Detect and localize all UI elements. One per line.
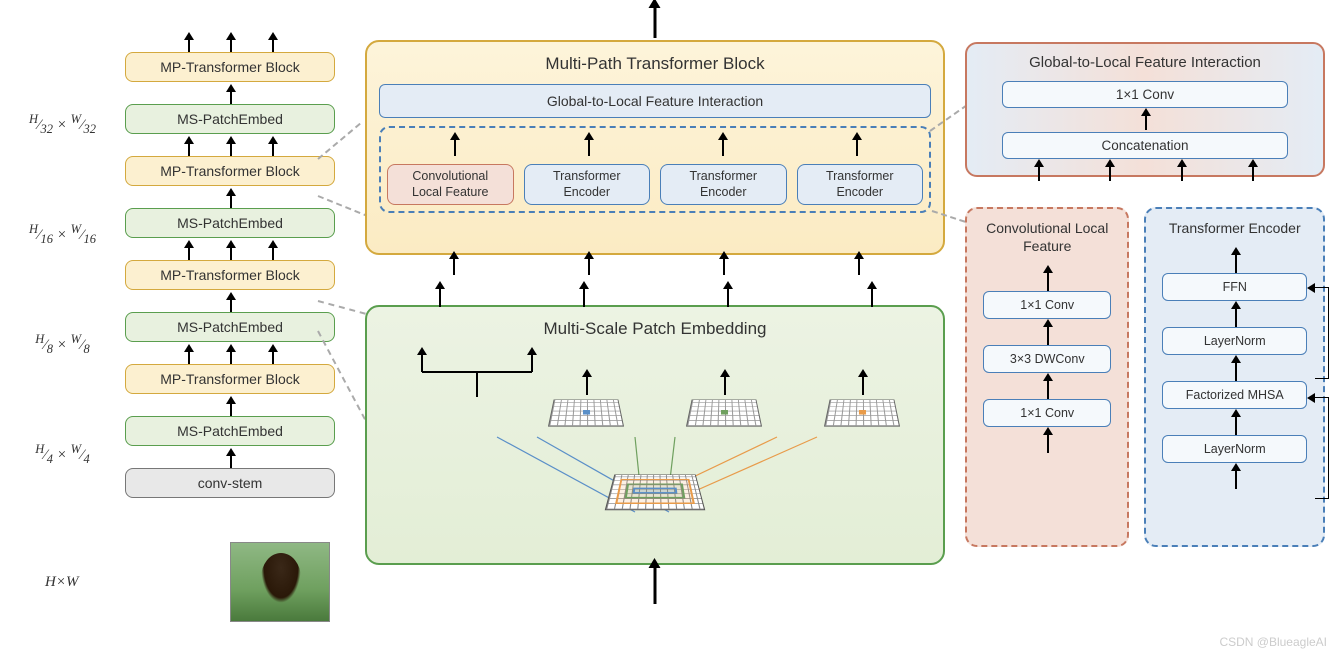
paths-dashed-box: ConvolutionalLocal FeatureTransformerEnc…: [379, 126, 931, 213]
path-up-arrows: [387, 134, 923, 156]
te-block: FFN: [1162, 273, 1307, 301]
grid-out-arrow: [793, 369, 931, 391]
te-arrow: [1154, 463, 1315, 489]
te-block: LayerNorm: [1162, 435, 1307, 463]
clf-arrow: [975, 373, 1119, 399]
stack-arrow: [125, 240, 335, 260]
te-block: Factorized MHSA: [1162, 381, 1307, 409]
mpt-block-panel: Multi-Path Transformer Block Global-to-L…: [365, 40, 945, 255]
mspe-block-panel: Multi-Scale Patch Embedding: [365, 305, 945, 565]
stack-block-yellow: MP-Transformer Block: [125, 52, 335, 82]
stack-block-green: MS-PatchEmbed: [125, 208, 335, 238]
patch-grid-icon: [548, 400, 624, 427]
path-block: TransformerEncoder: [797, 164, 924, 205]
dim-label: H⁄32 × W⁄32: [15, 112, 110, 137]
te-block: LayerNorm: [1162, 327, 1307, 355]
mpt-title: Multi-Path Transformer Block: [379, 54, 931, 74]
te-arrow: [1154, 409, 1315, 435]
clf-block: 1×1 Conv: [983, 399, 1111, 427]
grid-out-arrow: [655, 369, 793, 391]
clf-block: 1×1 Conv: [983, 291, 1111, 319]
clf-arrow: [975, 319, 1119, 345]
glf-conv: 1×1 Conv: [1002, 81, 1288, 108]
stack-arrow: [125, 292, 335, 312]
glf-in-arrows: [1002, 161, 1288, 181]
glf-concat: Concatenation: [1002, 132, 1288, 159]
stack-block-yellow: MP-Transformer Block: [125, 156, 335, 186]
patch-grid-icon: [824, 400, 900, 427]
te-skip-2: [1315, 397, 1329, 499]
stack-block-green: MS-PatchEmbed: [125, 104, 335, 134]
stack-block-green: MS-PatchEmbed: [125, 416, 335, 446]
te-title: Transformer Encoder: [1154, 219, 1315, 237]
te-arrow: [1154, 301, 1315, 327]
glf-bar: Global-to-Local Feature Interaction: [379, 84, 931, 118]
input-image: [230, 542, 330, 622]
clf-title: Convolutional Local Feature: [975, 219, 1119, 255]
watermark: CSDN @BlueagleAI: [1219, 635, 1327, 649]
patch-grid-icon: [686, 400, 762, 427]
stack-arrow: [125, 188, 335, 208]
glf-detail-title: Global-to-Local Feature Interaction: [977, 54, 1313, 71]
stack-arrow: [125, 32, 335, 52]
bottom-detail-pair: Convolutional Local Feature 1×1 Conv 3×3 …: [965, 207, 1325, 547]
stack-arrow: [125, 136, 335, 156]
glf-detail-panel: Global-to-Local Feature Interaction 1×1 …: [965, 42, 1325, 177]
stack-arrow: [125, 84, 335, 104]
stack-block-yellow: MP-Transformer Block: [125, 364, 335, 394]
mspe-title: Multi-Scale Patch Embedding: [379, 319, 931, 339]
path-block: ConvolutionalLocal Feature: [387, 164, 514, 205]
path-block: TransformerEncoder: [524, 164, 651, 205]
stack-arrow: [125, 344, 335, 364]
output-arrow: [654, 8, 657, 38]
stack-block-green: MS-PatchEmbed: [125, 312, 335, 342]
te-detail-panel: Transformer Encoder FFN LayerNorm Factoriz…: [1144, 207, 1325, 547]
stack-arrow: [125, 396, 335, 416]
architecture-stack: MP-Transformer Block MS-PatchEmbed MP-Tran…: [125, 32, 335, 500]
stack-arrow: [125, 448, 335, 468]
path-block: TransformerEncoder: [660, 164, 787, 205]
stack-block-gray: conv-stem: [125, 468, 335, 498]
mspe-out-arrows: [367, 285, 943, 307]
clf-out-arrow: [975, 265, 1119, 291]
glf-mid-arrow: [1002, 110, 1288, 130]
dim-label: H⁄8 × W⁄8: [15, 332, 110, 357]
clf-arrow: [975, 427, 1119, 453]
path-row: ConvolutionalLocal FeatureTransformerEnc…: [387, 164, 923, 205]
te-skip-1: [1315, 287, 1329, 379]
input-dim-label: H×W: [45, 574, 78, 591]
te-out-arrow: [1154, 247, 1315, 273]
stack-block-yellow: MP-Transformer Block: [125, 260, 335, 290]
te-arrow: [1154, 355, 1315, 381]
clf-block: 3×3 DWConv: [983, 345, 1111, 373]
dim-label: H⁄16 × W⁄16: [15, 222, 110, 247]
right-detail-column: Global-to-Local Feature Interaction 1×1 …: [965, 42, 1325, 547]
split-arrow: [407, 347, 547, 397]
path-in-arrows: [385, 253, 925, 275]
center-detail-column: Multi-Path Transformer Block Global-to-L…: [365, 40, 945, 565]
mspe-input-arrow: [654, 568, 657, 604]
source-grid: [605, 475, 706, 511]
dim-label: H⁄4 × W⁄4: [15, 442, 110, 467]
clf-detail-panel: Convolutional Local Feature 1×1 Conv 3×3 …: [965, 207, 1129, 547]
